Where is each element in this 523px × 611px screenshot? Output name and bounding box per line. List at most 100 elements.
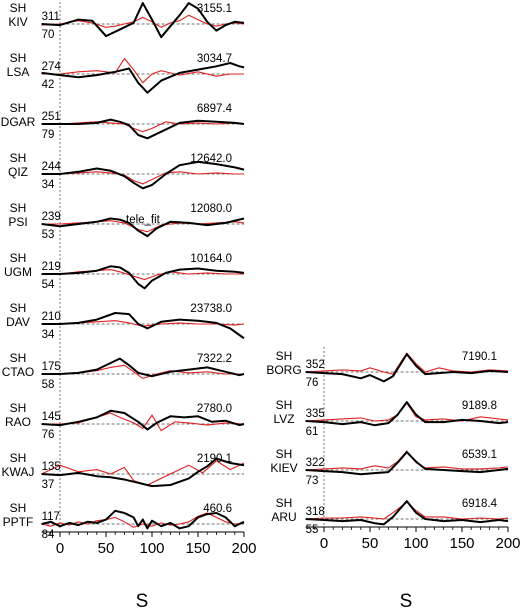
observed-trace-kwaj — [41, 457, 245, 488]
distance-value: 79 — [42, 129, 55, 141]
station-name: KIV — [8, 15, 27, 29]
amplitude-value: 2190.1 — [197, 453, 232, 465]
observed-trace-pptf — [41, 509, 245, 530]
distance-value: 73 — [306, 475, 319, 487]
component-label: SH — [10, 501, 27, 515]
component-label: SH — [10, 251, 27, 265]
amplitude-value: 23738.0 — [190, 303, 232, 315]
azimuth-value: 239 — [42, 211, 61, 223]
component-label: SH — [276, 496, 293, 510]
azimuth-value: 311 — [42, 11, 60, 23]
distance-value: 76 — [42, 429, 55, 441]
azimuth-value: 135 — [42, 461, 61, 473]
azimuth-value: 117 — [42, 511, 60, 523]
azimuth-value: 318 — [306, 506, 325, 518]
station-name: KIEV — [270, 461, 297, 475]
x-tick-label: 200 — [231, 540, 256, 557]
observed-trace-ctao — [41, 357, 245, 378]
synthetic-trace-lsa — [41, 57, 244, 84]
observed-trace-ugm — [41, 265, 245, 290]
azimuth-value: 274 — [42, 61, 62, 73]
amplitude-value: 6897.4 — [197, 103, 233, 115]
amplitude-value: 7322.2 — [197, 353, 232, 365]
x-tick-label: 100 — [403, 535, 428, 552]
synthetic-trace-borg — [305, 352, 509, 375]
synthetic-trace-ctao — [41, 364, 244, 380]
distance-value: 70 — [42, 29, 55, 41]
component-label: SH — [10, 451, 27, 465]
observed-trace-lvz — [305, 401, 509, 427]
component-label: SH — [10, 201, 27, 215]
x-tick-label: 200 — [495, 535, 520, 552]
station-name: LVZ — [273, 412, 294, 426]
amplitude-value: 9189.8 — [462, 400, 497, 412]
synthetic-trace-dgar — [41, 121, 245, 133]
azimuth-value: 352 — [306, 359, 325, 371]
component-label: SH — [276, 398, 293, 412]
azimuth-value: 175 — [42, 361, 61, 373]
observed-trace-dav — [41, 312, 245, 340]
azimuth-value: 322 — [306, 457, 325, 469]
component-label: SH — [10, 351, 27, 365]
distance-value: 55 — [306, 524, 319, 536]
component-label: SH — [10, 401, 27, 415]
distance-value: 53 — [42, 229, 55, 241]
amplitude-value: 460.6 — [203, 503, 232, 515]
observed-trace-dgar — [41, 118, 245, 140]
distance-value: 34 — [42, 179, 55, 191]
observed-trace-aru — [305, 500, 509, 526]
distance-value: 84 — [42, 529, 55, 541]
x-tick-label: 150 — [185, 540, 210, 557]
station-name: CTAO — [2, 365, 34, 379]
distance-value: 58 — [42, 379, 55, 391]
x-tick-label: 50 — [98, 540, 115, 557]
amplitude-value: 6539.1 — [462, 449, 497, 461]
amplitude-value: 12080.0 — [190, 203, 232, 215]
amplitude-value: 6918.4 — [462, 498, 498, 510]
observed-trace-borg — [305, 353, 509, 383]
distance-value: 37 — [42, 479, 55, 491]
azimuth-value: 335 — [306, 408, 325, 420]
observed-trace-qiz — [41, 160, 245, 190]
component-label: SH — [276, 349, 293, 363]
x-tick-label: 50 — [362, 535, 379, 552]
amplitude-value: 7190.1 — [462, 351, 497, 363]
component-label: SH — [276, 447, 293, 461]
x-axis-label: S — [400, 591, 413, 611]
station-name: UGM — [4, 265, 32, 279]
distance-value: 76 — [306, 377, 319, 389]
station-name: DAV — [6, 315, 30, 329]
x-tick-label: 0 — [320, 535, 328, 552]
station-name: RAO — [5, 415, 31, 429]
component-label: SH — [10, 51, 27, 65]
amplitude-value: 3034.7 — [197, 53, 232, 65]
amplitude-value: 12642.0 — [190, 153, 232, 165]
distance-value: 54 — [42, 279, 55, 291]
observed-trace-kiv — [41, 2, 245, 39]
x-axis-label: S — [136, 591, 149, 611]
azimuth-value: 219 — [42, 261, 61, 273]
component-label: SH — [10, 1, 27, 15]
component-label: SH — [10, 151, 27, 165]
amplitude-value: 10164.0 — [190, 253, 232, 265]
station-name: QIZ — [8, 165, 28, 179]
station-name: PPTF — [3, 515, 34, 529]
x-tick-label: 150 — [449, 535, 474, 552]
station-name: DGAR — [1, 115, 36, 129]
amplitude-value: 3155.1 — [197, 3, 232, 15]
x-tick-label: 100 — [139, 540, 164, 557]
station-name: KWAJ — [2, 465, 35, 479]
component-label: SH — [10, 301, 27, 315]
observed-trace-rao — [41, 409, 245, 431]
station-name: BORG — [266, 363, 301, 377]
azimuth-value: 244 — [42, 161, 62, 173]
synthetic-trace-qiz — [41, 171, 244, 185]
distance-value: 42 — [42, 79, 55, 91]
station-name: LSA — [7, 65, 30, 79]
distance-value: 34 — [42, 329, 55, 341]
figure-label: tele_fit — [126, 214, 161, 226]
azimuth-value: 210 — [42, 311, 61, 323]
